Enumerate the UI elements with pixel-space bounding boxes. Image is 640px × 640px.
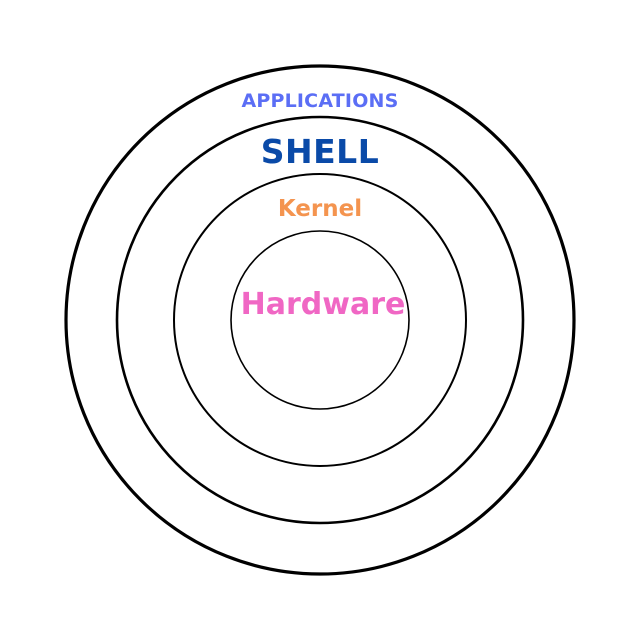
hardware-label: Hardware	[240, 287, 406, 322]
ring-hardware	[230, 230, 410, 410]
applications-label: APPLICATIONS	[241, 90, 399, 112]
ring-shell	[115, 115, 525, 525]
kernel-label: Kernel	[277, 196, 363, 222]
shell-label: SHELL	[260, 132, 380, 171]
ring-kernel	[173, 173, 467, 467]
ring-applications	[64, 64, 576, 576]
